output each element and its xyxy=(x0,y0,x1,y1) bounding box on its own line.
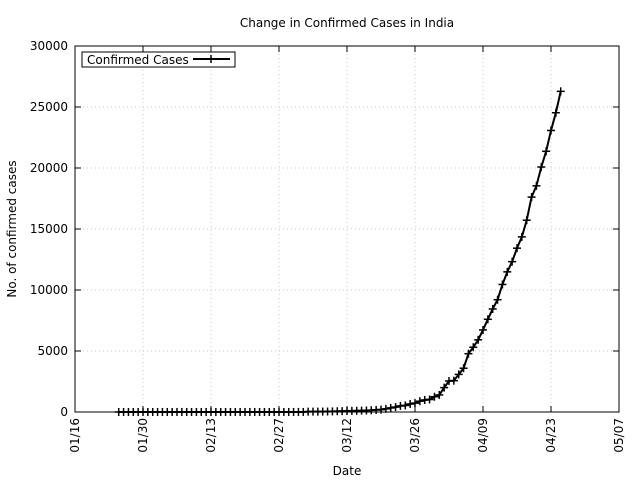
data-point xyxy=(430,392,439,401)
y-tick-label: 30000 xyxy=(30,39,68,53)
data-point xyxy=(440,383,449,392)
data-point xyxy=(411,399,419,408)
legend-label: Confirmed Cases xyxy=(87,53,189,67)
series-line-confirmed-cases xyxy=(118,91,562,413)
data-point xyxy=(464,349,473,358)
data-point xyxy=(551,108,560,117)
x-axis-label: Date xyxy=(333,464,362,478)
data-point xyxy=(556,87,565,96)
x-tick-label: 02/13 xyxy=(204,418,218,453)
data-point xyxy=(503,267,512,276)
y-tick-label: 5000 xyxy=(37,344,68,358)
data-point xyxy=(459,364,468,373)
series-layer xyxy=(114,87,565,416)
x-tick-label: 02/27 xyxy=(272,418,286,453)
x-tick-label: 03/12 xyxy=(340,418,354,453)
data-point xyxy=(513,244,521,253)
data-point xyxy=(508,257,517,266)
plot-frame xyxy=(74,45,620,413)
x-tick-label: 04/09 xyxy=(476,418,490,453)
data-point xyxy=(469,343,478,352)
data-point xyxy=(488,304,497,313)
data-point xyxy=(483,315,492,324)
tick-layer: 01/16 01/30 02/13 02/27 03/12 03/26 04/09 04/23… xyxy=(30,39,626,453)
data-point xyxy=(401,401,410,410)
y-tick-label: 20000 xyxy=(30,161,68,175)
data-point xyxy=(415,397,424,406)
grid-layer xyxy=(75,46,619,412)
data-point xyxy=(547,126,555,135)
data-point xyxy=(454,370,463,379)
data-point xyxy=(542,147,551,156)
y-tick-label: 10000 xyxy=(30,283,68,297)
data-point xyxy=(527,193,536,202)
legend: Confirmed Cases xyxy=(81,51,236,68)
data-point xyxy=(532,181,541,190)
x-tick-label: 01/16 xyxy=(68,418,82,453)
x-tick-label: 04/23 xyxy=(544,418,558,453)
data-point xyxy=(425,395,434,404)
chart-title: Change in Confirmed Cases in India xyxy=(240,16,454,30)
data-point xyxy=(406,399,415,408)
data-point xyxy=(391,403,400,412)
y-tick-label: 0 xyxy=(60,405,68,419)
data-point xyxy=(498,280,507,289)
y-axis-label: No. of confirmed cases xyxy=(5,160,19,297)
data-point xyxy=(474,335,483,344)
x-tick-label: 01/30 xyxy=(136,418,150,453)
y-tick-label: 15000 xyxy=(30,222,68,236)
data-point xyxy=(386,403,395,412)
data-point xyxy=(435,390,444,399)
x-tick-label: 03/26 xyxy=(408,418,422,453)
data-point xyxy=(517,232,526,241)
legend-box xyxy=(81,51,236,68)
x-tick-label: 05/07 xyxy=(612,418,626,453)
data-point xyxy=(493,295,502,304)
data-point xyxy=(449,376,458,385)
data-point xyxy=(522,216,531,225)
data-point xyxy=(537,163,546,172)
y-tick-label: 25000 xyxy=(30,100,68,114)
data-point xyxy=(479,325,487,334)
